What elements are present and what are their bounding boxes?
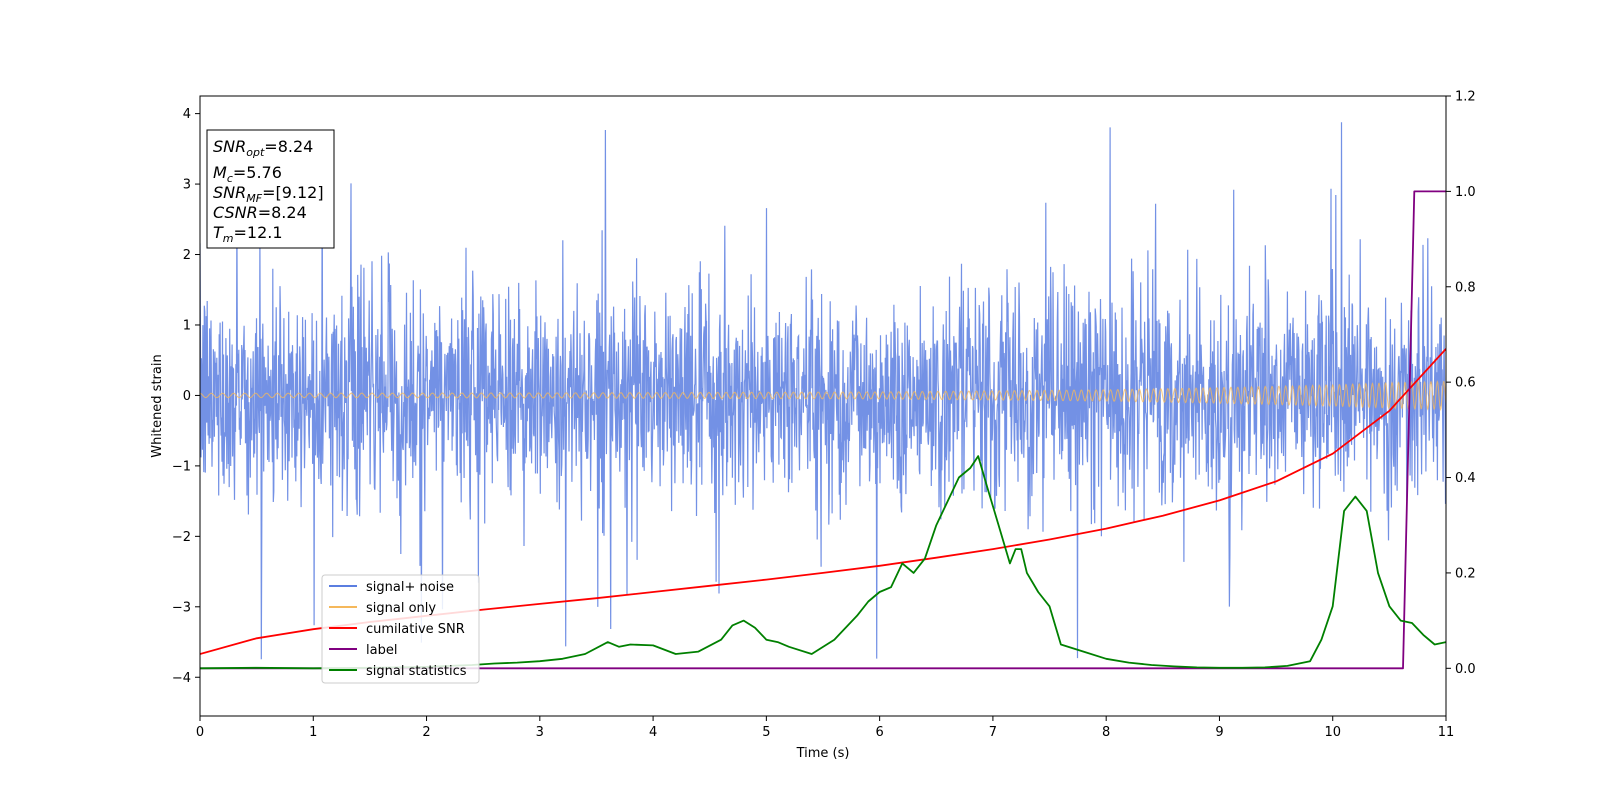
x-tick-label: 5 [762,725,770,740]
x-tick-label: 1 [309,725,317,740]
series-label [200,190,1446,670]
x-tick-label: 0 [196,725,204,740]
y2-tick-label: 0.0 [1455,662,1476,677]
x-tick-label: 4 [649,725,657,740]
y-tick-label: 0 [183,389,191,404]
y-tick-label: −3 [172,600,191,615]
annotation-line-mc: Mc=5.76 [213,163,282,185]
y-axis-label: Whitened strain [150,354,165,457]
annotation-line-snr-opt: SNRopt=8.24 [213,137,313,159]
legend: signal+ noise signal only cumilative SNR… [321,574,480,684]
annotation-line-snr-mf: SNRMF=[9.12] [213,183,324,205]
plot-frame [199,95,1447,717]
annotation-line-csnr: CSNR=8.24 [213,203,307,222]
annotation-line-tm: Tm=12.1 [213,223,283,245]
y-tick-label: 2 [183,248,191,263]
x-tick-label: 6 [875,725,883,740]
series-signal-only [200,380,1446,411]
legend-item-signal-statistics: signal statistics [329,664,467,679]
legend-item-signal-noise: signal+ noise [329,580,454,595]
legend-item-cumilative-snr: cumilative SNR [329,622,465,637]
x-tick-label: 10 [1324,725,1341,740]
y2-tick-label: 0.2 [1455,566,1476,581]
y2-tick-label: 0.8 [1455,280,1476,295]
y-tick-label: −4 [172,671,191,686]
y2-tick-label: 0.6 [1455,376,1476,391]
x-axis-label: Time (s) [796,746,850,761]
x-tick-label: 7 [989,725,997,740]
x-tick-label: 2 [422,725,430,740]
y2-tick-label: 1.0 [1455,185,1476,200]
y2-tick-label: 1.2 [1455,90,1476,105]
y-tick-label: −1 [172,459,191,474]
series-signal-statistics [200,455,1446,670]
annotation-box: SNRopt=8.24 Mc=5.76 SNRMF=[9.12] CSNR=8.… [206,129,335,249]
legend-label: signal statistics [366,664,467,679]
x-tick-label: 3 [536,725,544,740]
y-tick-label: −2 [172,530,191,545]
series-signal-noise [200,122,1446,660]
legend-label: signal only [366,601,436,616]
y-tick-label: 4 [183,107,191,122]
legend-label: signal+ noise [366,580,454,595]
legend-label: cumilative SNR [366,622,465,637]
y2-tick-label: 0.4 [1455,471,1476,486]
legend-item-signal-only: signal only [329,601,436,616]
x-tick-label: 9 [1215,725,1223,740]
legend-item-label: label [329,643,397,658]
y-tick-label: 3 [183,178,191,193]
x-tick-label: 11 [1438,725,1455,740]
x-tick-label: 8 [1102,725,1110,740]
axes: 0 1 2 3 4 5 6 7 8 9 10 11 −4 −3 −2 −1 0 1 2 3 4 0.0 0.2 0.4 0.6 0… [172,90,1476,741]
y-tick-label: 1 [183,318,191,333]
legend-label: label [366,643,397,658]
